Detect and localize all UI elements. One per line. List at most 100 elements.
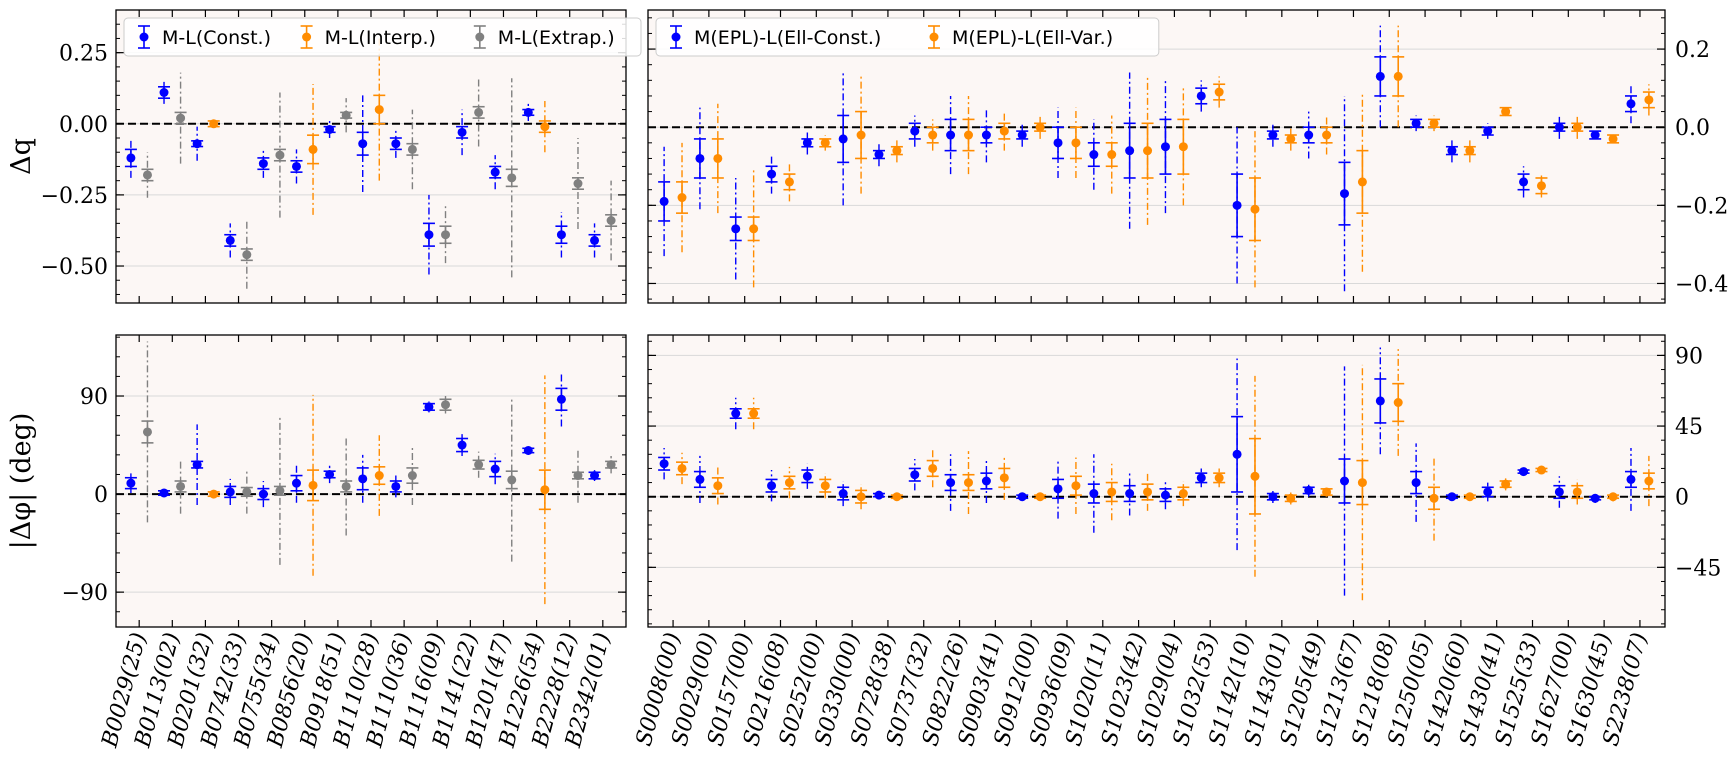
data-point — [677, 463, 687, 473]
data-point — [1053, 484, 1063, 494]
data-point — [1340, 189, 1350, 199]
y-tick-label: 0.25 — [59, 42, 108, 67]
data-point — [1644, 95, 1654, 105]
data-point — [1071, 481, 1081, 491]
legend-box — [655, 17, 1160, 57]
series-M-L(Interp.) — [207, 38, 551, 215]
data-point — [838, 489, 848, 499]
data-point — [540, 485, 550, 495]
data-point — [209, 119, 219, 129]
data-point — [946, 130, 956, 140]
data-point — [275, 150, 285, 160]
legend-marker — [302, 32, 312, 42]
data-point — [1483, 126, 1493, 136]
data-point — [540, 122, 550, 132]
data-point — [1322, 487, 1332, 497]
data-point — [1178, 142, 1188, 152]
data-point — [1214, 473, 1224, 483]
y-tick-label: −90 — [62, 581, 108, 606]
y-tick-label: 0 — [1675, 486, 1689, 511]
series-M-L(Const.) — [124, 372, 601, 508]
data-point — [1017, 492, 1027, 502]
data-point — [142, 170, 152, 180]
data-point — [1322, 130, 1332, 140]
y-tick-label: −45 — [1675, 556, 1721, 581]
data-point — [1572, 487, 1582, 497]
data-point — [490, 464, 500, 474]
data-point — [1089, 489, 1099, 499]
data-point — [767, 169, 777, 179]
panel-bottom-right: 90450−45S0008(00)S0029(00)S0157(00)S0216… — [632, 334, 1721, 749]
data-point — [1160, 490, 1170, 500]
data-point — [126, 153, 136, 163]
data-point — [1232, 449, 1242, 459]
data-point — [573, 179, 583, 189]
data-point — [963, 478, 973, 488]
legend: M(EPL)-L(Ell-Const.) M(EPL)-L(Ell-Var.) — [655, 17, 1160, 57]
data-point — [856, 492, 866, 502]
data-point — [1590, 493, 1600, 503]
data-point — [1536, 181, 1546, 191]
data-point — [1286, 493, 1296, 503]
y-tick-label: −0.50 — [41, 255, 108, 280]
data-point — [606, 216, 616, 226]
y-tick-label: −0.4 — [1675, 272, 1728, 297]
data-point — [341, 110, 351, 120]
data-point — [767, 481, 777, 491]
data-point — [981, 130, 991, 140]
data-point — [910, 126, 920, 136]
data-point — [523, 445, 533, 455]
legend-box — [123, 17, 642, 57]
data-point — [963, 130, 973, 140]
data-point — [192, 139, 202, 149]
data-point — [308, 480, 318, 490]
data-point — [258, 489, 268, 499]
data-point — [838, 134, 848, 144]
data-point — [1053, 138, 1063, 148]
axes-frame — [647, 9, 1666, 304]
data-point — [1626, 99, 1636, 109]
data-point — [474, 460, 484, 470]
y-axis-label: Δq — [6, 138, 37, 175]
data-point — [573, 471, 583, 481]
data-point — [374, 105, 384, 115]
legend-marker — [671, 32, 681, 42]
data-point — [1071, 138, 1081, 148]
data-point — [1519, 177, 1529, 187]
data-point — [695, 474, 705, 484]
data-point — [1465, 146, 1475, 156]
data-point — [1250, 471, 1260, 481]
data-point — [713, 153, 723, 163]
data-point — [1250, 204, 1260, 214]
data-point — [731, 224, 741, 234]
data-point — [1035, 122, 1045, 132]
data-point — [1644, 476, 1654, 486]
data-point — [659, 196, 669, 206]
data-point — [784, 478, 794, 488]
data-point — [1447, 146, 1457, 156]
data-point — [1375, 396, 1385, 406]
data-point — [1125, 489, 1135, 499]
series-M(EPL)-L(Ell-Const.) — [658, 347, 1637, 596]
data-point — [1304, 130, 1314, 140]
data-point — [1125, 146, 1135, 156]
plot-background — [116, 335, 626, 627]
data-point — [1554, 487, 1564, 497]
data-point — [556, 394, 566, 404]
y-tick-label: 0.00 — [59, 113, 108, 138]
data-point — [677, 193, 687, 203]
data-point — [441, 230, 451, 240]
data-point — [159, 488, 169, 498]
data-point — [1035, 492, 1045, 502]
data-point — [308, 144, 318, 154]
data-point — [490, 167, 500, 177]
data-point — [1465, 492, 1475, 502]
data-point — [1483, 487, 1493, 497]
data-point — [1107, 150, 1117, 160]
data-point — [1107, 487, 1117, 497]
data-point — [590, 235, 600, 245]
data-point — [225, 235, 235, 245]
data-point — [407, 471, 417, 481]
data-point — [749, 408, 759, 418]
data-point — [176, 113, 186, 123]
